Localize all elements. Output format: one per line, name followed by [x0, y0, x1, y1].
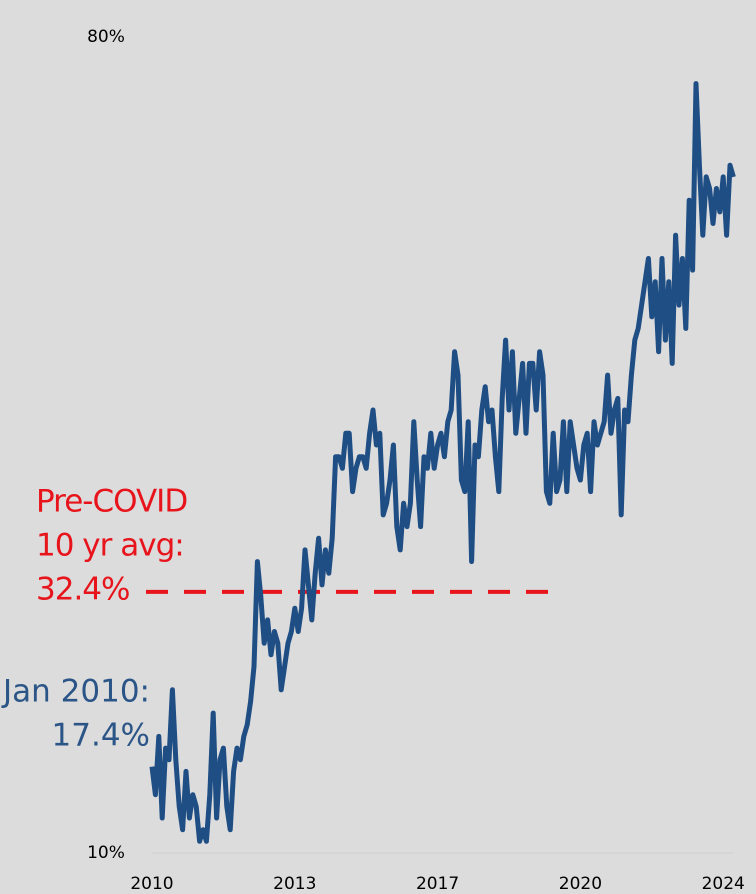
y-tick-label: 10%	[87, 843, 125, 863]
annotation: 10 yr avg:	[36, 528, 184, 564]
x-tick-label: 2020	[559, 874, 602, 894]
annotation: 32.4%	[36, 572, 129, 608]
annotation: Pre-COVID	[36, 484, 187, 520]
annotation: Jan 2010:	[1, 674, 150, 710]
annotation: 17.4%	[52, 718, 150, 754]
x-tick-label: 2017	[416, 874, 459, 894]
x-tick-label: 2013	[273, 874, 316, 894]
data-line	[149, 81, 736, 844]
x-tick-label: 2010	[130, 874, 173, 894]
x-tick-label: 2024	[702, 874, 745, 894]
y-tick-label: 80%	[87, 27, 125, 47]
